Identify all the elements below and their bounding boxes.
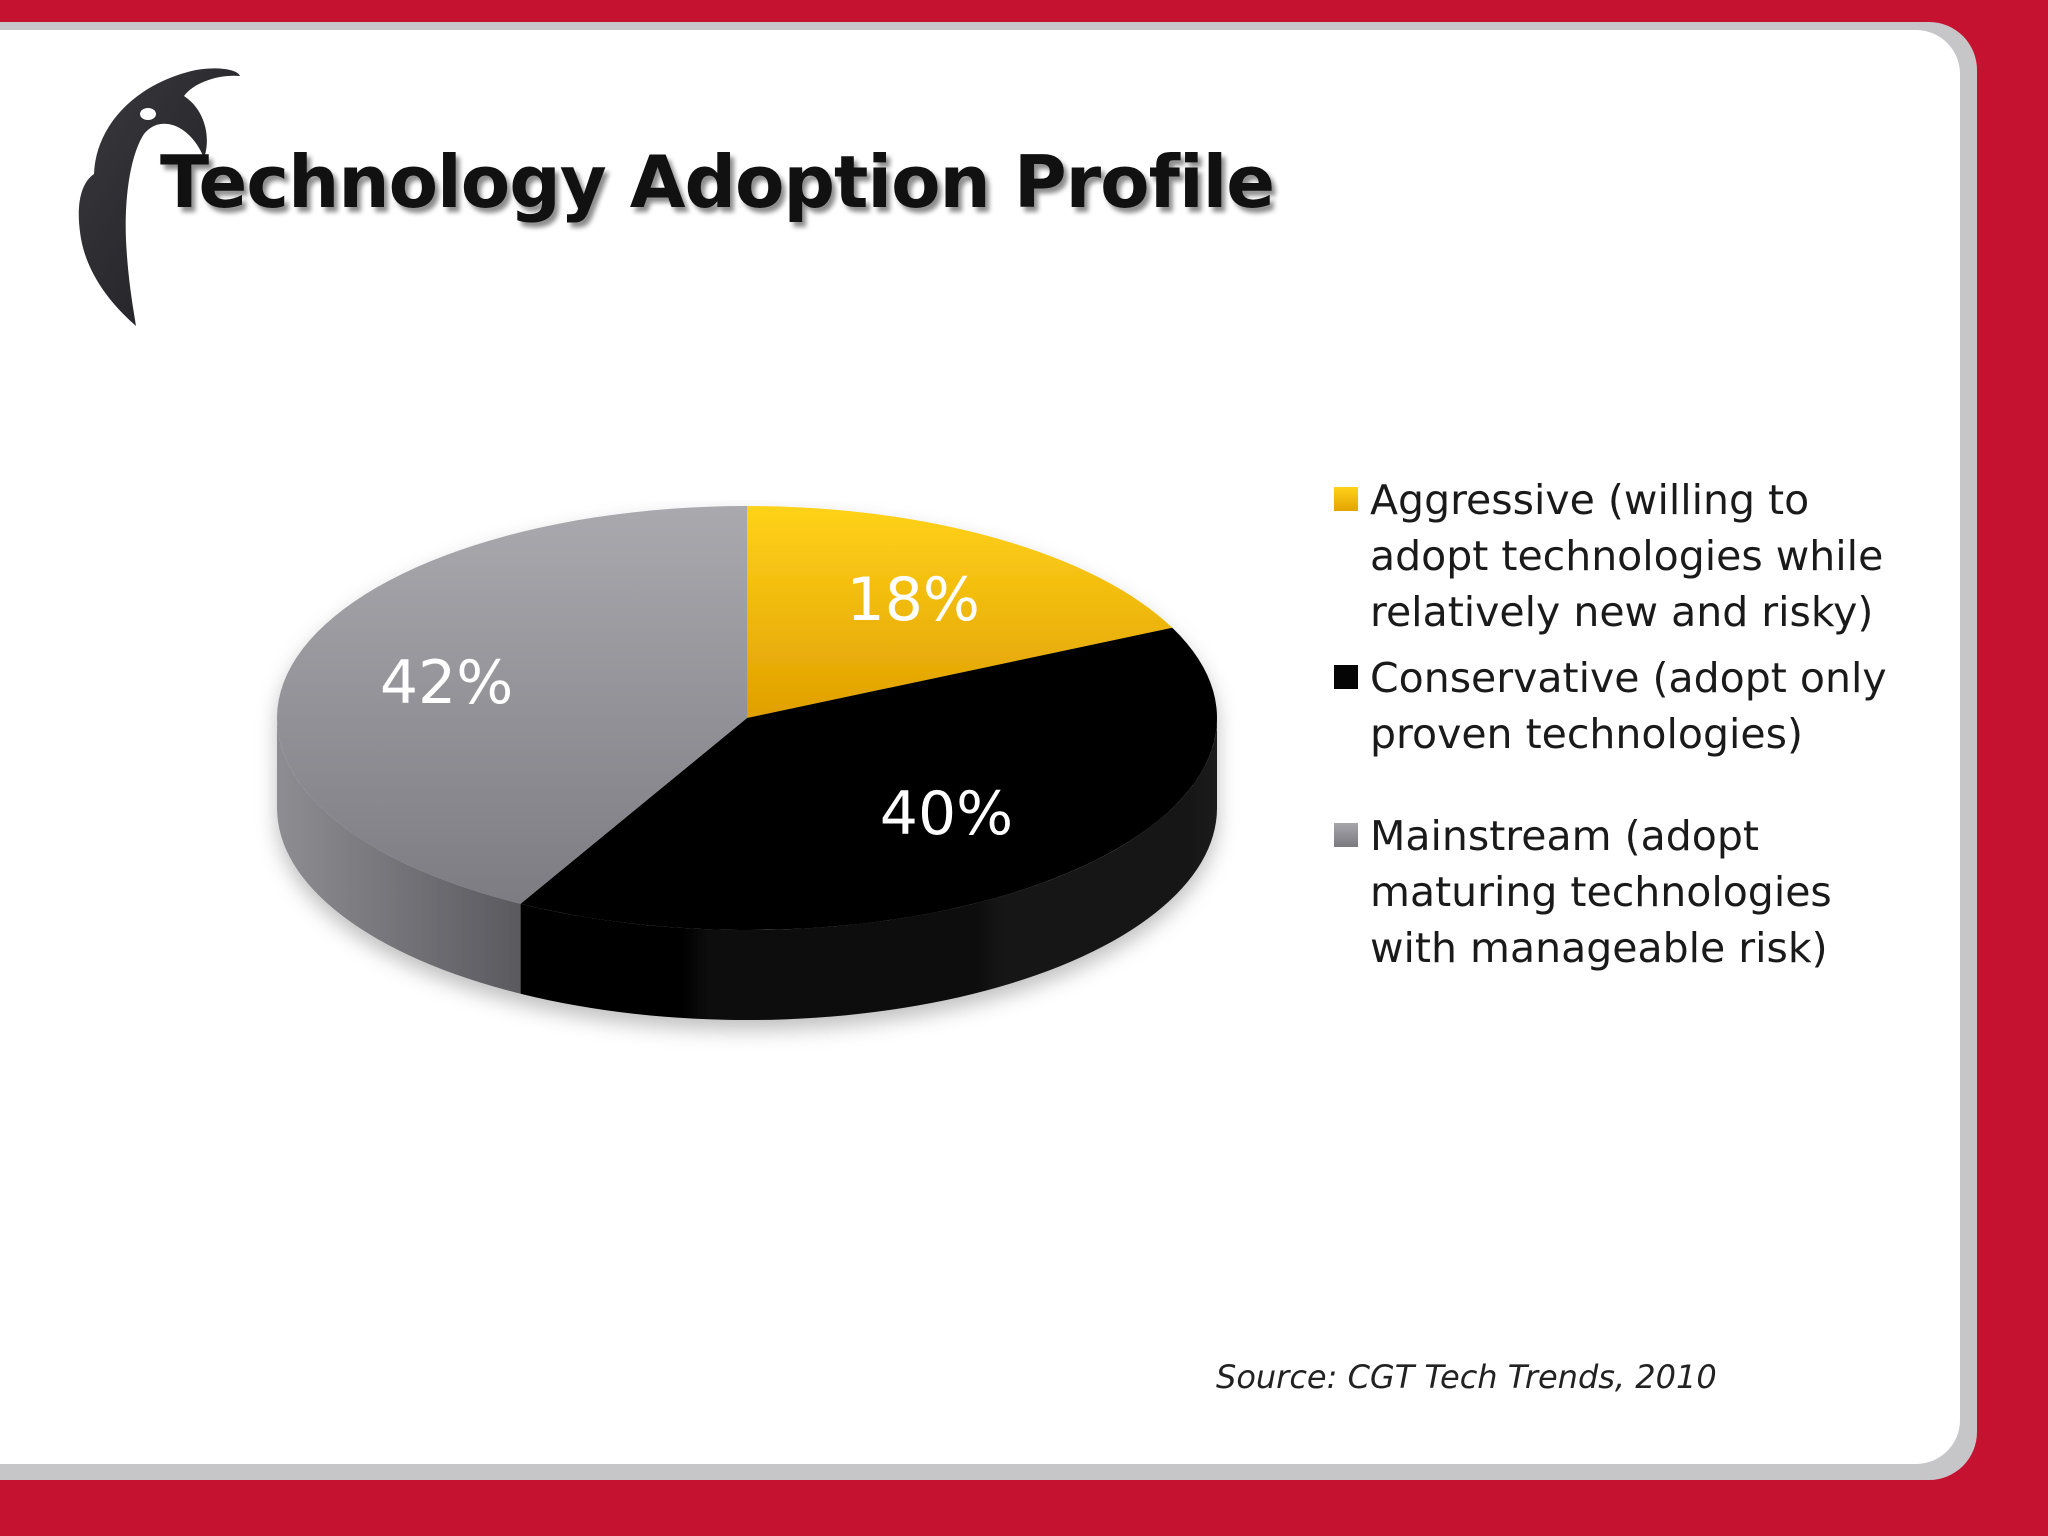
pie-side-mainstream: [277, 718, 521, 994]
source-note: Source: CGT Tech Trends, 2010: [1216, 1358, 1717, 1396]
pie-slice-aggressive: [747, 506, 1173, 718]
pie-slice-conservative: [520, 627, 1218, 930]
legend-swatch-mainstream: [1334, 823, 1358, 847]
pie-label-aggressive: 18%: [847, 565, 980, 635]
legend-label-conservative: Conservative (adopt only proven technolo…: [1370, 654, 1887, 758]
pie-label-conservative: 40%: [880, 779, 1013, 849]
legend-swatch-conservative: [1334, 665, 1358, 689]
pie-chart: 18% 40% 42%: [276, 506, 1218, 1020]
legend-item-mainstream: Mainstream (adopt maturing technologies …: [1330, 808, 1930, 976]
legend-label-mainstream: Mainstream (adopt maturing technologies …: [1370, 812, 1832, 972]
legend-item-conservative: Conservative (adopt only proven technolo…: [1330, 650, 1930, 762]
pie-slice-mainstream: [276, 506, 747, 904]
pie-body: [276, 506, 1218, 1020]
slide-title: Technology Adoption Profile: [160, 140, 1275, 224]
legend-item-aggressive: Aggressive (willing to adopt technologie…: [1330, 472, 1930, 640]
legend-label-aggressive: Aggressive (willing to adopt technologie…: [1370, 476, 1884, 636]
penguin-icon: [78, 68, 240, 326]
legend-swatch-aggressive: [1334, 487, 1358, 511]
chart-legend: Aggressive (willing to adopt technologie…: [1330, 472, 1930, 976]
pie-label-mainstream: 42%: [380, 648, 513, 718]
pie-side-conservative: [520, 718, 1217, 1020]
